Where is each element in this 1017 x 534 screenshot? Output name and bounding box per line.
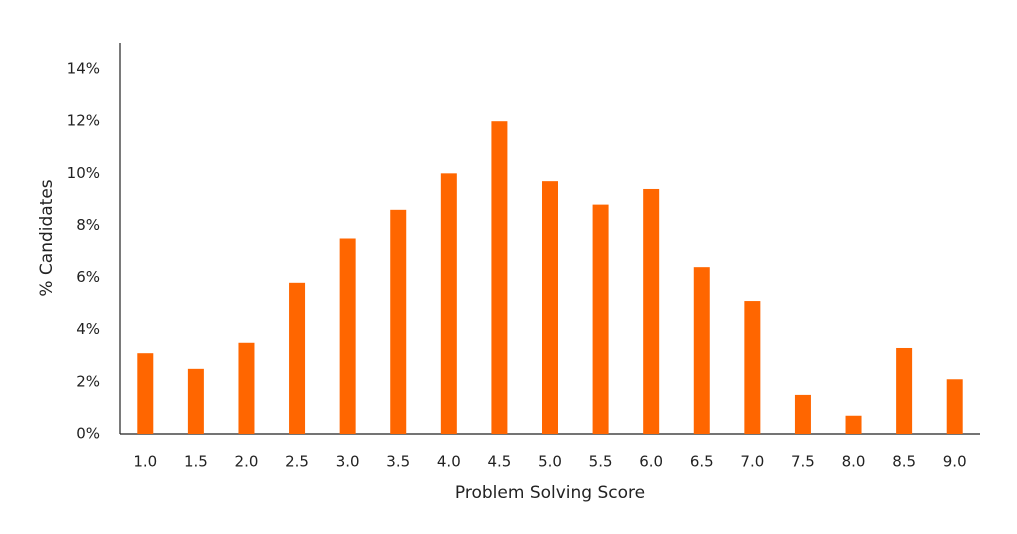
x-tick-label: 6.0 bbox=[639, 453, 663, 471]
x-tick-label: 2.0 bbox=[235, 453, 259, 471]
bar bbox=[289, 282, 306, 434]
bar bbox=[693, 267, 710, 434]
y-tick-label: 2% bbox=[76, 372, 100, 390]
bar bbox=[794, 394, 811, 434]
y-tick-label: 4% bbox=[76, 320, 100, 338]
y-tick-label: 0% bbox=[76, 425, 100, 443]
bar bbox=[390, 209, 407, 434]
x-tick-label: 8.0 bbox=[842, 453, 866, 471]
bar bbox=[845, 415, 862, 434]
y-tick-label: 6% bbox=[76, 268, 100, 286]
y-tick-label: 10% bbox=[67, 164, 100, 182]
bar bbox=[592, 204, 609, 434]
x-tick-label: 4.5 bbox=[487, 453, 511, 471]
bar bbox=[238, 342, 255, 434]
x-tick-label: 9.0 bbox=[943, 453, 967, 471]
x-tick-label: 1.0 bbox=[133, 453, 157, 471]
y-tick-label: 14% bbox=[67, 60, 100, 78]
x-tick-label: 3.0 bbox=[336, 453, 360, 471]
x-tick-label: 7.0 bbox=[740, 453, 764, 471]
bar bbox=[542, 181, 558, 434]
bar bbox=[339, 238, 356, 434]
bar bbox=[187, 368, 204, 434]
bar bbox=[137, 353, 154, 434]
x-tick-label: 4.0 bbox=[437, 453, 461, 471]
bar bbox=[896, 347, 913, 434]
x-tick-label: 8.5 bbox=[892, 453, 916, 471]
x-tick-label: 6.5 bbox=[690, 453, 714, 471]
bar bbox=[744, 301, 761, 434]
bar bbox=[946, 379, 963, 434]
y-tick-label: 8% bbox=[76, 216, 100, 234]
x-tick-label: 1.5 bbox=[184, 453, 208, 471]
y-tick-label: 12% bbox=[67, 112, 100, 130]
x-tick-label: 7.5 bbox=[791, 453, 815, 471]
bar bbox=[491, 121, 508, 434]
x-tick-label: 3.5 bbox=[386, 453, 410, 471]
bar bbox=[643, 188, 660, 434]
x-tick-label: 2.5 bbox=[285, 453, 309, 471]
x-tick-label: 5.5 bbox=[589, 453, 613, 471]
x-axis-title: Problem Solving Score bbox=[455, 483, 645, 503]
y-axis-title: % Candidates bbox=[37, 179, 57, 296]
bar bbox=[440, 173, 457, 435]
x-tick-label: 5.0 bbox=[538, 453, 562, 471]
